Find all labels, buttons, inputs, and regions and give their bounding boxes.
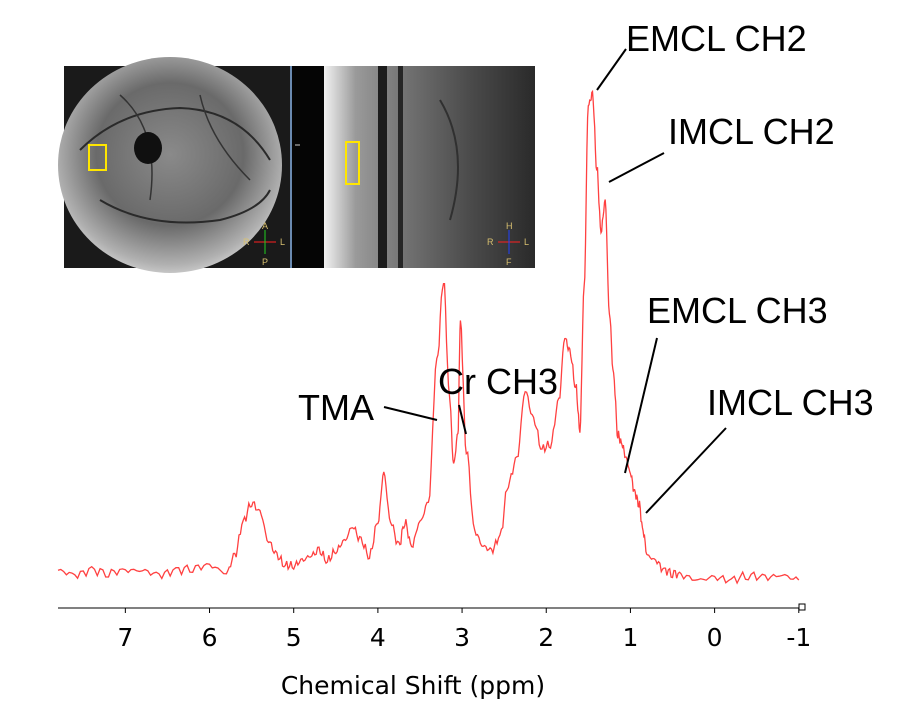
sagittal-bottom-label: F (506, 257, 512, 267)
spectrum-line (57, 89, 800, 585)
mri-inset: A P R L H F R L (58, 57, 535, 273)
x-tick-label: 0 (707, 623, 723, 652)
leader-imcl-ch2 (608, 152, 665, 183)
axial-bottom-label: P (262, 257, 268, 267)
label-cr-ch3: Cr CH3 (438, 361, 558, 402)
voxel-box-axial (88, 144, 107, 171)
leader-emcl-ch3 (624, 337, 658, 474)
x-tick-label: 2 (538, 623, 554, 652)
label-emcl-ch3: EMCL CH3 (647, 290, 828, 331)
x-tick-label: 1 (622, 623, 638, 652)
label-tma: TMA (298, 387, 374, 428)
axis-end-handle (798, 603, 806, 611)
x-tick-label: 7 (117, 623, 133, 652)
axial-top-label: A (262, 221, 268, 231)
x-tick-label: 6 (202, 623, 218, 652)
voxel-box-sagittal (345, 141, 360, 185)
leader-emcl-ch2 (596, 48, 627, 91)
sagittal-left-label: R (487, 237, 494, 247)
leader-imcl-ch3 (645, 427, 727, 514)
axial-left-label: R (243, 237, 250, 247)
x-axis-title: Chemical Shift (ppm) (281, 671, 545, 700)
x-tick-label: 3 (454, 623, 470, 652)
axial-right-label: L (280, 237, 285, 247)
x-tick-label: -1 (786, 623, 811, 652)
x-tick-label: 4 (370, 623, 386, 652)
orientation-marker-sagittal: H F R L (487, 221, 529, 267)
annotation-leaders (383, 48, 727, 514)
x-axis: 7 6 5 4 3 2 1 0 -1 (58, 603, 811, 652)
leader-tma (383, 406, 438, 421)
x-tick-label: 5 (286, 623, 302, 652)
sagittal-right-label: L (524, 237, 529, 247)
orientation-marker-axial: A P R L (243, 221, 285, 267)
label-emcl-ch2: EMCL CH2 (626, 18, 807, 59)
label-imcl-ch2: IMCL CH2 (668, 111, 835, 152)
sagittal-top-label: H (506, 221, 513, 231)
leader-cr-ch3 (458, 404, 467, 435)
axial-mri-image: A P R L (58, 57, 290, 273)
sagittal-mri-image: H F R L (292, 66, 535, 268)
label-imcl-ch3: IMCL CH3 (707, 382, 874, 423)
